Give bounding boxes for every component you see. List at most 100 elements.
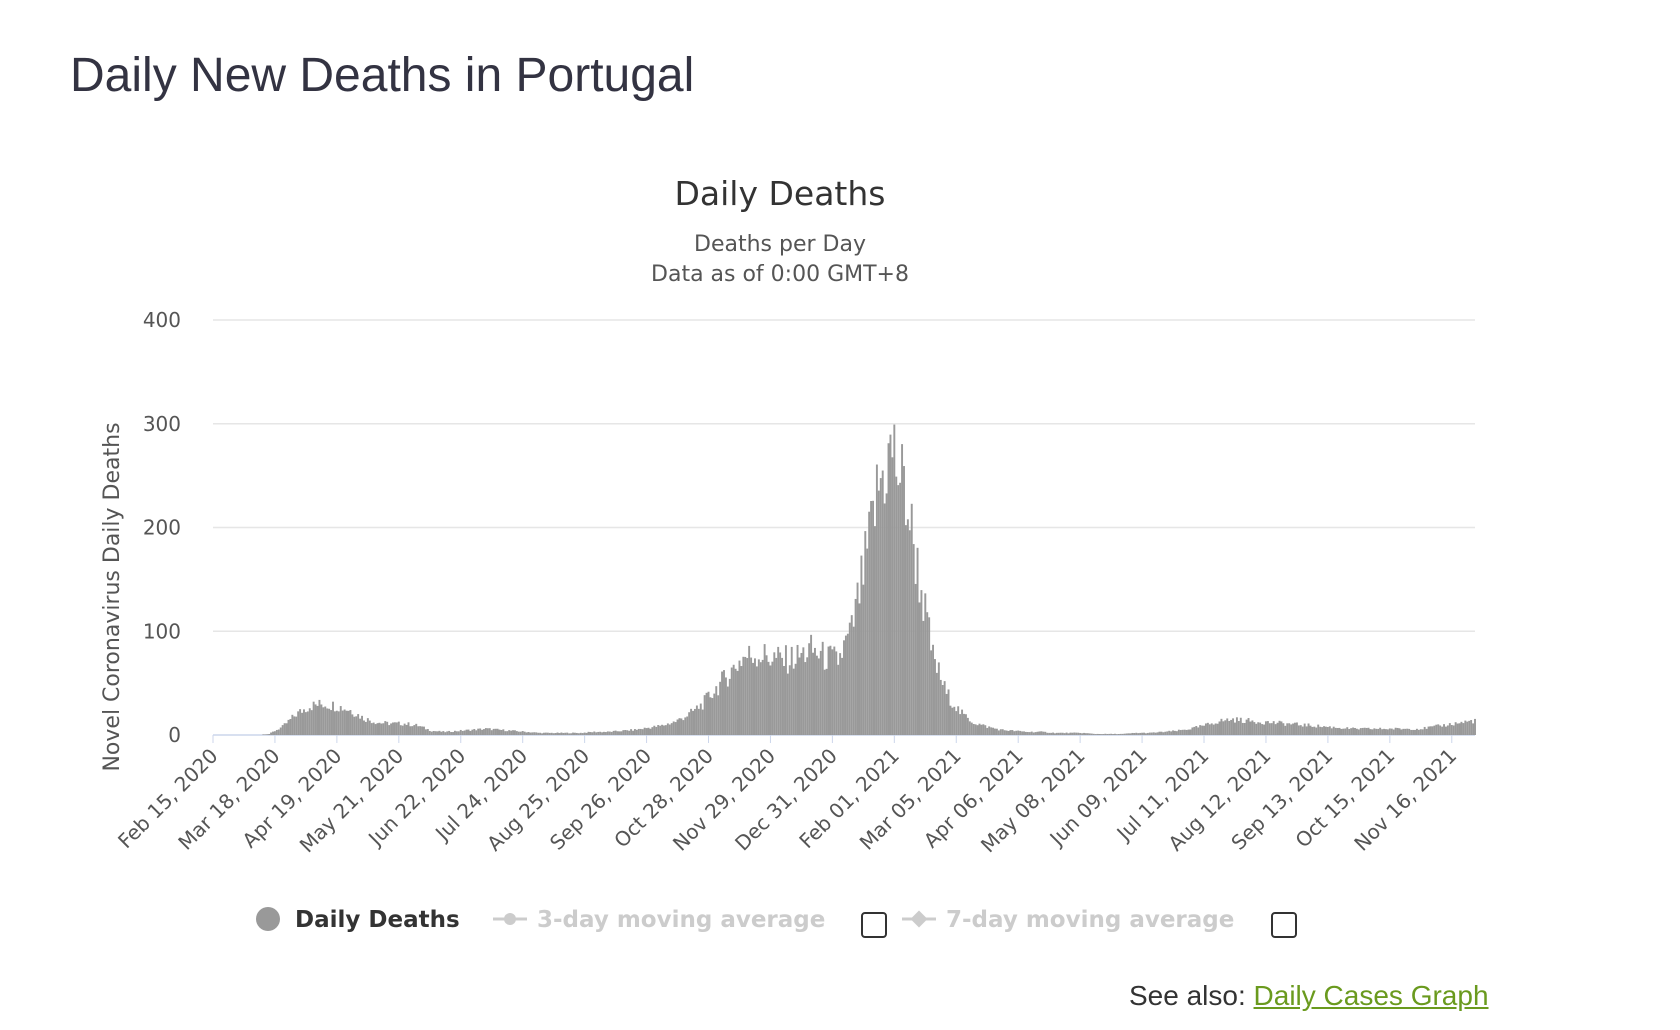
bar (1400, 729, 1403, 735)
legend-item-3-day-average[interactable]: 3-day moving average (493, 907, 825, 933)
bar (457, 731, 460, 735)
bar (837, 664, 840, 735)
bar (1212, 724, 1215, 735)
bar (765, 655, 768, 735)
bar (475, 730, 478, 735)
bar (1274, 724, 1277, 735)
bar (817, 658, 820, 735)
bar (513, 730, 516, 735)
bar (864, 531, 867, 735)
bar (484, 728, 487, 735)
bar (299, 709, 302, 735)
bar (550, 732, 553, 735)
bar (357, 714, 360, 735)
bar (364, 721, 367, 735)
bar (682, 720, 685, 735)
bar (1218, 721, 1221, 735)
bar (1276, 722, 1279, 735)
bar (1204, 723, 1207, 735)
bar (616, 731, 619, 735)
bar (1063, 733, 1066, 735)
bar (825, 668, 828, 735)
bar (1280, 721, 1283, 735)
y-axis-title: Novel Coronavirus Daily Deaths (100, 422, 125, 771)
bar (1297, 725, 1300, 735)
legend-item-daily-deaths[interactable]: Daily Deaths (256, 907, 460, 933)
bar (854, 598, 857, 735)
bar (405, 724, 408, 735)
bar (1452, 725, 1455, 735)
bar (1114, 733, 1116, 735)
bar (556, 732, 559, 735)
bar (442, 731, 445, 735)
bar (693, 708, 696, 735)
bar (870, 500, 873, 735)
bar (508, 730, 511, 735)
checkbox-3-day-average[interactable] (861, 912, 887, 938)
bar (889, 434, 892, 735)
legend-item-7-day-average[interactable]: 7-day moving average (902, 907, 1234, 933)
bar (554, 733, 557, 735)
bar (295, 716, 298, 735)
bar (974, 724, 977, 735)
bar (1133, 733, 1136, 735)
bar (1313, 726, 1316, 735)
bar (752, 662, 754, 735)
bar (593, 731, 596, 735)
bar (419, 726, 422, 735)
see-also-prefix: See also: (1129, 980, 1254, 1011)
bar (980, 724, 983, 735)
bar (417, 726, 420, 735)
bar (1139, 732, 1142, 735)
bar (1330, 728, 1333, 735)
bar (823, 669, 826, 735)
bar (1226, 718, 1229, 735)
bar (1324, 726, 1327, 735)
y-tick-label-100: 100 (143, 619, 181, 643)
bar (465, 729, 468, 735)
bar (635, 729, 638, 735)
bar (1290, 724, 1293, 735)
bar (736, 670, 739, 735)
bar (663, 725, 665, 735)
bar (314, 704, 317, 735)
bar (1189, 729, 1192, 735)
bar (794, 663, 797, 735)
bar (1028, 732, 1031, 735)
bar (612, 730, 615, 735)
checkbox-7-day-average[interactable] (1271, 912, 1297, 938)
bar (279, 727, 282, 735)
bar (796, 644, 799, 735)
bar (810, 634, 813, 735)
bar (421, 726, 424, 735)
bar (1454, 722, 1457, 735)
bar (947, 689, 950, 735)
bar (1392, 729, 1395, 735)
bar (995, 728, 998, 735)
bar (728, 678, 731, 735)
bar (606, 731, 609, 735)
bar (1059, 732, 1062, 735)
bar (815, 655, 818, 735)
bar (1110, 733, 1113, 735)
bar (572, 732, 574, 735)
bar (928, 617, 931, 735)
bar (1307, 723, 1310, 735)
bar (964, 714, 967, 735)
bar (1090, 733, 1093, 735)
bar (982, 724, 985, 735)
bar (1373, 728, 1376, 735)
bar (992, 727, 994, 735)
bar (483, 729, 485, 735)
bar (448, 730, 451, 735)
bar (800, 652, 803, 735)
bar (430, 731, 433, 735)
bar (750, 657, 753, 735)
bar (384, 721, 387, 735)
bar-series-daily-deaths[interactable] (262, 424, 1476, 735)
bar (453, 730, 456, 735)
bar (1365, 727, 1368, 735)
bar (1423, 726, 1426, 735)
daily-cases-graph-link[interactable]: Daily Cases Graph (1253, 980, 1489, 1011)
bar (1166, 731, 1169, 735)
